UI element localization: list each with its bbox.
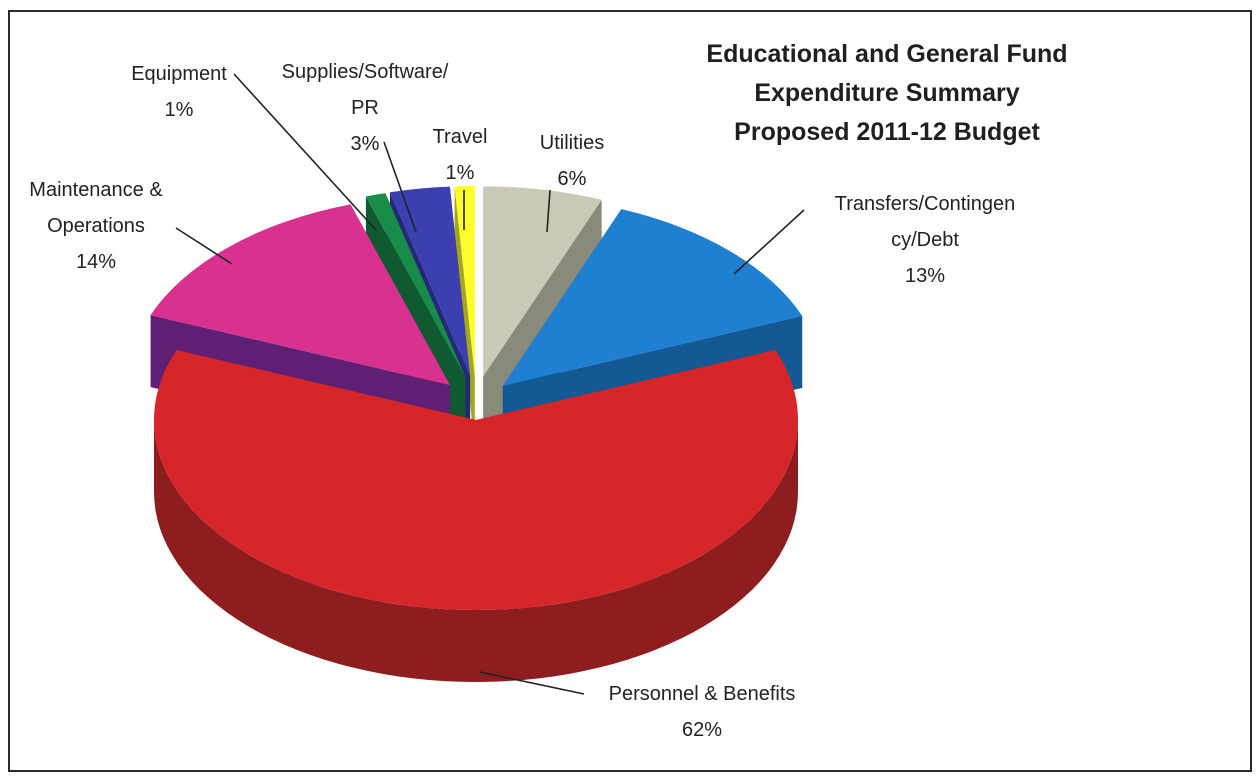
slice-label-line: Utilities [540,132,604,154]
slice-top [502,209,803,386]
slice-top [483,186,602,377]
slice-top [365,193,466,378]
slice-label-1: Maintenance & Operations 14% [29,179,163,273]
slice-label-line: 13% [905,265,945,287]
leader-line-6 [733,209,805,275]
slice-top [454,185,475,376]
slice-label-line: 14% [76,251,116,273]
slice-label-0: Personnel & Benefits 62% [609,683,796,741]
slice-label-line: 6% [558,168,587,190]
slice-label-line: 1% [446,162,475,184]
slice-label-line: Supplies/Software/ [282,61,449,83]
slice-label-5: Utilities 6% [540,132,604,190]
leader-line-0 [479,671,585,695]
slice-label-line: Maintenance & [29,179,163,201]
slice-label-line: 3% [351,133,380,155]
slice-labels: Personnel & Benefits 62% Maintenance & Oper… [29,61,1015,741]
leader-lines [175,73,805,695]
slice-label-line: 1% [165,99,194,121]
slice-label-line: PR [351,97,379,119]
slice-side [154,420,798,682]
slice-label-line: Equipment [131,63,227,85]
leader-line-1 [175,227,233,265]
leader-line-5 [546,189,551,233]
slice-label-2: Equipment 1% [131,63,227,121]
slice-label-line: 62% [682,719,722,741]
slice-label-3: Supplies/Software/PR 3% [282,61,449,155]
slice-label-line: Travel [433,126,488,148]
slice-top [150,204,450,386]
leader-line-3 [383,141,417,233]
leader-line-2 [233,73,377,231]
slice-label-line: Operations [47,215,145,237]
slice-label-line: Transfers/Contingen [835,193,1015,215]
pie-slice-0 [153,350,798,682]
slices-layer [150,185,803,682]
chart-title-line-1: Educational and General Fund [706,40,1067,68]
slice-top [389,186,471,377]
slice-label-line: cy/Debt [891,229,959,251]
slice-label-6: Transfers/Contingen cy/Debt 13% [835,193,1015,287]
chart-title: Educational and General Fund Expenditure… [706,40,1067,146]
slice-label-line: Personnel & Benefits [609,683,796,705]
slice-label-4: Travel 1% [433,126,488,184]
slice-top [153,350,798,610]
chart-title-line-2: Expenditure Summary [754,79,1019,107]
chart-title-line-3: Proposed 2011-12 Budget [734,118,1040,146]
